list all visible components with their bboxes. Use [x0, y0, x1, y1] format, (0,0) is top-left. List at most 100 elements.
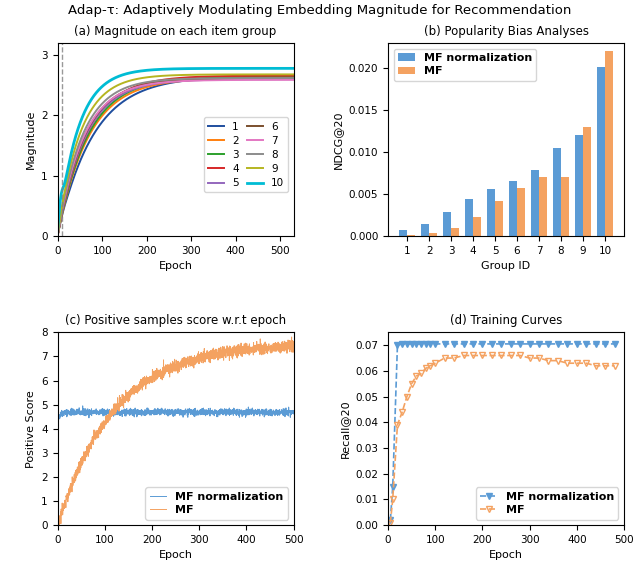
- Bar: [583, 127, 591, 236]
- Bar: [399, 230, 407, 236]
- 8: [228, 75, 236, 82]
- MF normalization: [67, 410, 74, 417]
- Legend: 1, 2, 3, 4, 5, 6, 7, 8, 9, 10: 1, 2, 3, 4, 5, 6, 7, 8, 9, 10: [204, 118, 289, 192]
- Legend: MF normalization, MF: MF normalization, MF: [476, 487, 618, 519]
- 2: [113, 98, 120, 105]
- Line: 5: 5: [58, 79, 294, 236]
- MF normalization: [283, 409, 291, 416]
- 9: [54, 232, 61, 239]
- 3: [209, 74, 216, 81]
- 2: [54, 232, 61, 239]
- 7: [203, 77, 211, 84]
- 7: [290, 76, 298, 83]
- MF: [398, 409, 406, 416]
- Line: MF normalization: MF normalization: [58, 406, 294, 420]
- 10: [228, 65, 236, 72]
- 7: [113, 92, 120, 99]
- MF normalization: [240, 412, 248, 418]
- MF normalization: [413, 340, 420, 347]
- Bar: [552, 148, 561, 236]
- Bar: [509, 181, 517, 236]
- MF: [417, 370, 425, 377]
- 4: [113, 93, 120, 100]
- MF normalization: [398, 340, 406, 347]
- Bar: [420, 224, 429, 236]
- 7: [101, 102, 109, 108]
- X-axis label: Epoch: Epoch: [159, 550, 193, 560]
- 1: [101, 115, 109, 122]
- Text: Adap-τ: Adaptively Modulating Embedding Magnitude for Recommendation: Adap-τ: Adaptively Modulating Embedding …: [68, 4, 572, 17]
- 3: [54, 232, 61, 239]
- 10: [209, 65, 216, 72]
- 3: [101, 107, 109, 114]
- Bar: [605, 52, 613, 236]
- Title: (b) Popularity Bias Analyses: (b) Popularity Bias Analyses: [424, 25, 589, 38]
- MF: [163, 363, 170, 370]
- 10: [113, 73, 120, 80]
- 6: [54, 232, 61, 239]
- MF: [394, 421, 401, 428]
- MF normalization: [290, 410, 298, 417]
- 6: [203, 76, 211, 83]
- 1: [228, 74, 236, 81]
- X-axis label: Epoch: Epoch: [489, 550, 523, 560]
- X-axis label: Group ID: Group ID: [481, 261, 531, 271]
- Bar: [443, 212, 451, 236]
- Bar: [465, 199, 473, 236]
- 5: [228, 76, 236, 83]
- MF: [427, 362, 435, 369]
- MF normalization: [516, 340, 524, 347]
- MF: [441, 355, 449, 362]
- Y-axis label: NDCG@20: NDCG@20: [333, 110, 343, 169]
- MF normalization: [408, 340, 415, 347]
- MF: [564, 360, 572, 367]
- Bar: [575, 135, 583, 236]
- 5: [211, 76, 219, 83]
- 9: [101, 90, 109, 97]
- MF: [403, 393, 411, 400]
- 1: [203, 75, 211, 82]
- MF: [288, 333, 296, 340]
- MF normalization: [403, 340, 411, 347]
- MF: [535, 355, 543, 362]
- Line: 7: 7: [58, 80, 294, 236]
- MF: [469, 352, 477, 359]
- 2: [228, 75, 236, 82]
- 5: [113, 94, 120, 101]
- 5: [209, 76, 216, 83]
- MF: [387, 519, 394, 526]
- Title: (a) Magnitude on each item group: (a) Magnitude on each item group: [74, 25, 276, 38]
- 4: [101, 103, 109, 110]
- MF: [283, 342, 291, 349]
- MF normalization: [54, 416, 62, 422]
- Line: MF: MF: [387, 352, 618, 526]
- MF: [422, 365, 429, 372]
- 5: [203, 76, 211, 83]
- MF normalization: [441, 340, 449, 347]
- MF normalization: [460, 340, 467, 347]
- 3: [113, 96, 120, 103]
- Line: MF: MF: [58, 337, 294, 525]
- MF: [582, 360, 590, 367]
- 4: [54, 232, 61, 239]
- 3: [290, 73, 298, 80]
- 5: [290, 76, 298, 83]
- Line: 2: 2: [58, 78, 294, 236]
- 6: [228, 75, 236, 82]
- Line: 6: 6: [58, 79, 294, 236]
- 3: [203, 75, 211, 82]
- 9: [203, 71, 211, 78]
- MF normalization: [169, 410, 177, 417]
- Y-axis label: Recall@20: Recall@20: [340, 400, 349, 458]
- 6: [101, 102, 109, 109]
- MF: [67, 488, 74, 495]
- 10: [290, 65, 298, 72]
- 3: [211, 74, 219, 81]
- 3: [228, 74, 236, 81]
- 10: [101, 81, 109, 88]
- 4: [211, 73, 219, 80]
- Title: (d) Training Curves: (d) Training Curves: [450, 314, 562, 327]
- 8: [290, 75, 298, 82]
- MF normalization: [592, 340, 600, 347]
- 2: [203, 76, 211, 83]
